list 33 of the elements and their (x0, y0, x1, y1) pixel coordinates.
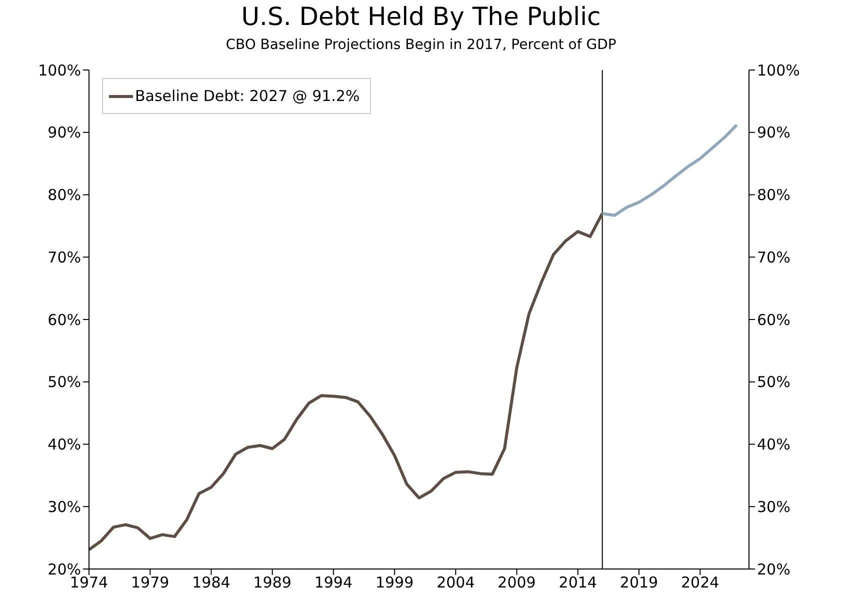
y-tick-label: 90% (48, 124, 81, 142)
y-tick-label: 40% (48, 436, 81, 454)
y-tick-label: 70% (48, 248, 81, 266)
y2-tick-label: 60% (757, 310, 790, 329)
y2-tick-label: 20% (757, 560, 790, 578)
y2-tick-label: 30% (757, 498, 790, 516)
y2-tick-label: 40% (757, 436, 790, 454)
y2-tick-label: 70% (757, 248, 790, 266)
x-tick-label: 1979 (131, 574, 170, 592)
y-tick-label: 60% (48, 310, 81, 329)
y-tick-label: 80% (48, 186, 81, 204)
y2-tick-label: 100% (757, 61, 800, 80)
y-tick-label: 50% (48, 373, 81, 392)
legend-label: Baseline Debt: 2027 @ 91.2% (135, 87, 360, 105)
line-series (600, 123, 738, 217)
chart-title: U.S. Debt Held By The Public (240, 2, 602, 31)
x-tick-label: 2004 (436, 574, 475, 592)
y2-tick-label: 50% (757, 373, 790, 392)
x-tick-label: 2019 (620, 574, 658, 592)
x-tick-label: 1994 (314, 574, 353, 592)
chart-subtitle: CBO Baseline Projections Begin in 2017, Percent of GDP (224, 37, 618, 53)
y-tick-label: 100% (38, 61, 81, 80)
y2-tick-label: 90% (757, 124, 790, 142)
x-tick-label: 2009 (498, 574, 536, 592)
x-tick-label: 2014 (558, 574, 597, 592)
x-tick-label: 1974 (70, 574, 108, 592)
line-series (89, 212, 604, 552)
x-tick-label: 1999 (375, 574, 414, 592)
x-tick-label: 1984 (192, 574, 230, 592)
y-tick-label: 30% (48, 498, 81, 516)
x-tick-label: 1989 (253, 574, 292, 592)
x-tick-label: 2024 (681, 574, 720, 592)
y2-tick-label: 80% (757, 186, 790, 204)
